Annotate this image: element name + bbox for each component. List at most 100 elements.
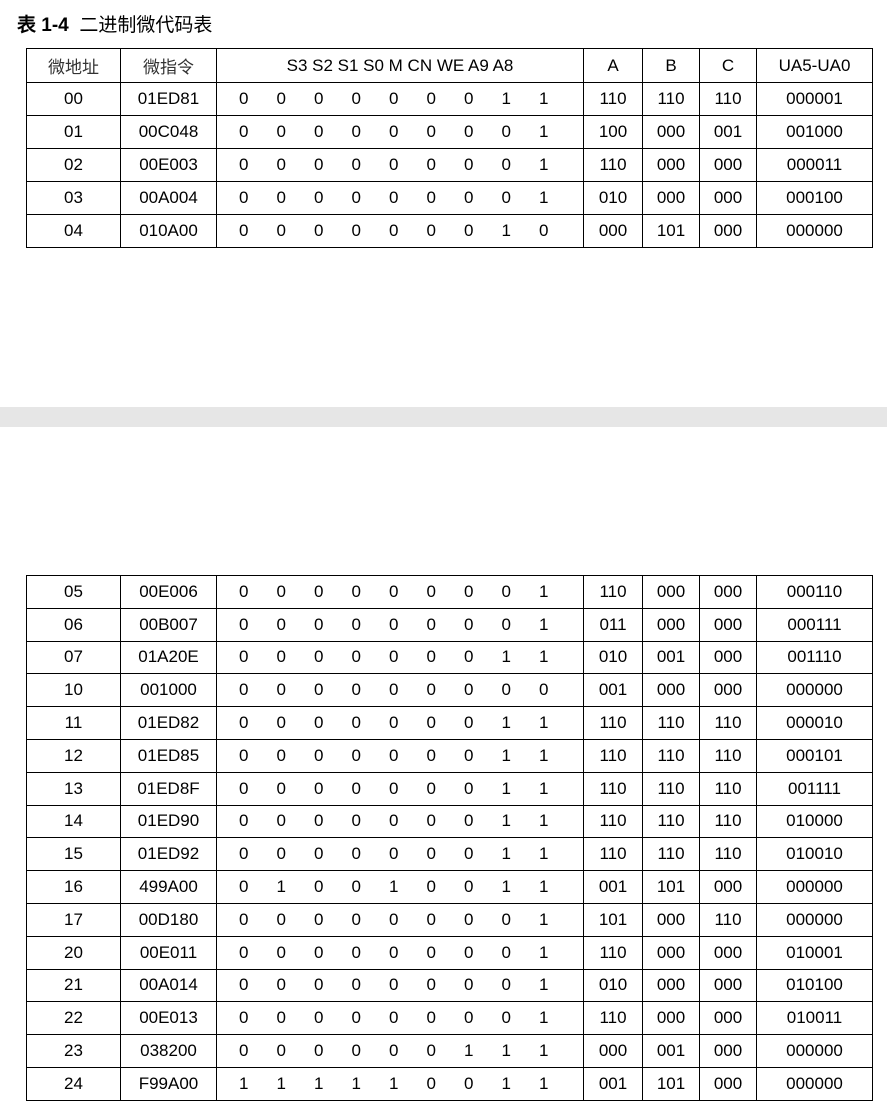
bit: 0 (239, 680, 249, 700)
cell-field-c: 000 (699, 181, 757, 215)
bit: 1 (314, 1073, 324, 1093)
bit: 0 (389, 581, 399, 601)
table-row: 07 01A20E 0 0 0 0 0 0 0 1 1 010 001 000 001110 (26, 640, 873, 675)
cell-field-c: 000 (699, 575, 757, 609)
cell-micro-instruction: 01A20E (120, 640, 217, 675)
bit: 1 (464, 1041, 474, 1061)
cell-micro-instruction: 01ED90 (120, 804, 217, 839)
bit: 1 (501, 1041, 511, 1061)
cell-next-address: 000000 (756, 870, 873, 904)
cell-micro-address: 03 (26, 181, 121, 215)
bit: 0 (351, 1041, 361, 1061)
bit: 0 (351, 647, 361, 667)
bit: 0 (426, 89, 436, 108)
cell-field-c: 000 (699, 935, 757, 970)
table-row: 00 01ED81 0 0 0 0 0 0 0 1 1 110 110 110 000001 (26, 82, 873, 116)
table-row: 02 00E003 0 0 0 0 0 0 0 0 1 110 000 000 000011 (26, 148, 873, 182)
cell-field-b: 110 (642, 706, 700, 740)
cell-next-address: 000100 (756, 181, 873, 215)
bit: 0 (464, 975, 474, 995)
bit: 1 (501, 844, 511, 864)
cell-next-address: 000110 (756, 575, 873, 609)
bit: 0 (314, 975, 324, 995)
cell-control-bits: 0 0 0 0 0 0 0 1 1 (216, 640, 584, 675)
cell-field-c: 000 (699, 214, 757, 248)
table-row: 10 001000 0 0 0 0 0 0 0 0 0 001 000 000 000000 (26, 673, 873, 708)
bit: 0 (464, 778, 474, 798)
cell-micro-address: 22 (26, 1001, 121, 1036)
table-caption: 表 1-4 二进制微代码表 (17, 10, 212, 37)
bit: 1 (539, 614, 549, 634)
bit: 0 (501, 680, 511, 700)
table-row: 16 499A00 0 1 0 0 1 0 0 1 1 001 101 000 000000 (26, 870, 873, 904)
bit: 0 (464, 1008, 474, 1028)
bit: 0 (239, 581, 249, 601)
cell-next-address: 001000 (756, 115, 873, 149)
header-micro-instruction: 微指令 (120, 48, 217, 83)
bit: 1 (539, 89, 549, 108)
bit: 0 (426, 942, 436, 962)
bit: 1 (501, 221, 511, 240)
bit: 1 (539, 122, 549, 141)
cell-micro-instruction: 01ED81 (120, 82, 217, 116)
bit: 0 (351, 155, 361, 174)
header-b: B (642, 48, 700, 83)
cell-micro-instruction: 00A014 (120, 968, 217, 1003)
bit: 0 (276, 155, 286, 174)
bit: 0 (464, 581, 474, 601)
cell-control-bits: 0 0 0 0 0 0 0 0 1 (216, 1001, 584, 1036)
bit: 0 (314, 221, 324, 240)
bit: 0 (239, 713, 249, 733)
cell-field-a: 110 (583, 706, 643, 740)
bit: 0 (239, 745, 249, 765)
cell-micro-instruction: 00D180 (120, 902, 217, 937)
bit: 0 (314, 155, 324, 174)
bit: 0 (239, 1008, 249, 1028)
cell-field-b: 101 (642, 870, 700, 904)
bit: 0 (426, 975, 436, 995)
bit: 1 (501, 713, 511, 733)
bit: 0 (351, 188, 361, 207)
bit: 0 (426, 877, 436, 897)
cell-next-address: 001111 (756, 771, 873, 806)
cell-control-bits: 0 0 0 0 0 0 0 0 1 (216, 935, 584, 970)
cell-field-c: 000 (699, 968, 757, 1003)
cell-field-b: 000 (642, 1001, 700, 1036)
cell-field-b: 000 (642, 935, 700, 970)
cell-field-c: 110 (699, 804, 757, 839)
cell-micro-instruction: F99A00 (120, 1066, 217, 1101)
bit: 0 (314, 1008, 324, 1028)
bit: 0 (501, 122, 511, 141)
cell-control-bits: 0 0 0 0 0 0 0 0 1 (216, 902, 584, 937)
bit: 0 (351, 713, 361, 733)
cell-field-a: 101 (583, 902, 643, 937)
cell-field-a: 110 (583, 148, 643, 182)
bit: 0 (239, 942, 249, 962)
cell-control-bits: 0 0 0 0 0 0 0 0 1 (216, 968, 584, 1003)
bit: 0 (426, 221, 436, 240)
cell-next-address: 010011 (756, 1001, 873, 1036)
bit: 0 (351, 221, 361, 240)
bit: 0 (239, 122, 249, 141)
cell-micro-address: 11 (26, 706, 121, 740)
cell-micro-instruction: 00E011 (120, 935, 217, 970)
table-row: 06 00B007 0 0 0 0 0 0 0 0 1 011 000 000 000111 (26, 607, 873, 642)
cell-field-c: 000 (699, 1001, 757, 1036)
bit: 0 (539, 221, 549, 240)
cell-micro-address: 10 (26, 673, 121, 708)
bit: 0 (464, 680, 474, 700)
bit: 0 (464, 942, 474, 962)
bit: 1 (501, 745, 511, 765)
bit: 0 (239, 155, 249, 174)
bit: 0 (389, 909, 399, 929)
table-row: 12 01ED85 0 0 0 0 0 0 0 1 1 110 110 110 000101 (26, 738, 873, 773)
bit: 0 (426, 647, 436, 667)
cell-next-address: 010010 (756, 837, 873, 872)
cell-field-a: 001 (583, 1066, 643, 1101)
bit: 0 (389, 221, 399, 240)
cell-control-bits: 0 0 0 0 0 0 0 1 1 (216, 706, 584, 740)
bit: 0 (389, 713, 399, 733)
cell-next-address: 010000 (756, 804, 873, 839)
cell-micro-address: 17 (26, 902, 121, 937)
bit: 0 (239, 614, 249, 634)
